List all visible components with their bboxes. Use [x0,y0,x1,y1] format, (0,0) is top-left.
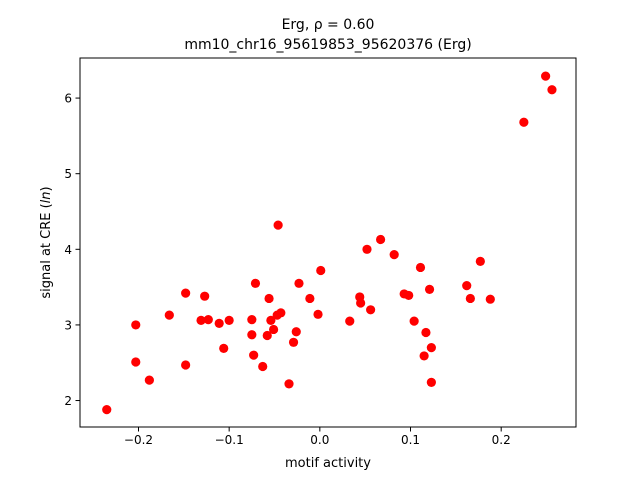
x-tick-label: −0.1 [215,433,244,447]
data-point [409,316,419,326]
data-point [203,315,213,325]
data-point [475,256,485,266]
x-tick-label: 0.0 [310,433,329,447]
data-point [547,85,557,95]
data-point [419,351,429,361]
data-point [144,375,154,385]
y-tick-label: 4 [64,243,72,257]
data-point [316,265,326,276]
x-tick-label: 0.2 [492,433,511,447]
y-tick-label: 2 [64,394,72,408]
data-point [268,324,279,335]
x-axis-ticks: −0.2 −0.1 0.0 0.1 0.2 [124,427,511,447]
data-point [366,305,376,315]
data-point [266,315,276,325]
data-point [345,316,355,326]
plot-frame [79,57,577,428]
data-point [276,308,286,318]
data-point [224,315,234,325]
data-point [131,357,141,367]
y-axis-ticks: 2 3 4 5 6 [64,92,80,408]
data-point [415,262,426,273]
data-point [249,350,259,360]
data-point [288,337,299,347]
x-tick-label: 0.1 [401,433,420,447]
data-point [426,343,436,353]
y-tick-label: 3 [64,318,72,332]
data-point [250,278,261,288]
data-point [214,318,224,329]
data-point [284,379,294,389]
data-point [264,293,274,304]
x-axis-label: motif activity [285,456,371,471]
chart-title-line-1: Erg, ρ = 0.60 [282,17,375,33]
data-point [426,377,436,387]
data-point [465,293,475,304]
data-point [389,250,399,260]
data-point [519,117,529,127]
data-point [164,310,174,320]
data-point [196,315,206,325]
data-point [247,330,257,340]
data-point [131,320,141,330]
data-point [102,405,112,415]
y-tick-label: 5 [64,167,72,181]
data-point [305,293,315,304]
data-point [219,343,229,353]
y-axis-label-prefix: signal at CRE ( [39,203,54,298]
y-tick-label: 6 [64,92,72,106]
data-point [424,284,435,294]
data-point [181,360,191,370]
data-point [404,290,414,301]
data-point [462,281,472,291]
data-point [375,234,386,245]
data-point [541,71,551,81]
data-point [273,220,283,230]
data-point [356,298,366,308]
data-point [181,288,191,298]
data-point [294,278,304,288]
data-point [291,327,301,337]
y-axis-label-suffix: ) [39,186,54,191]
y-axis-label: signal at CRE (ln) [39,186,54,298]
data-point [200,291,210,301]
data-point [258,361,268,372]
data-point [362,244,372,254]
data-point [485,294,495,304]
y-axis-label-variable: ln [39,191,54,203]
data-point [262,330,272,341]
x-tick-label: −0.2 [124,433,153,447]
data-points [102,71,557,415]
data-point [313,309,323,319]
data-point [421,327,431,338]
data-point [247,315,257,325]
chart-title-line-2: mm10_chr16_95619853_95620376 (Erg) [184,37,471,53]
